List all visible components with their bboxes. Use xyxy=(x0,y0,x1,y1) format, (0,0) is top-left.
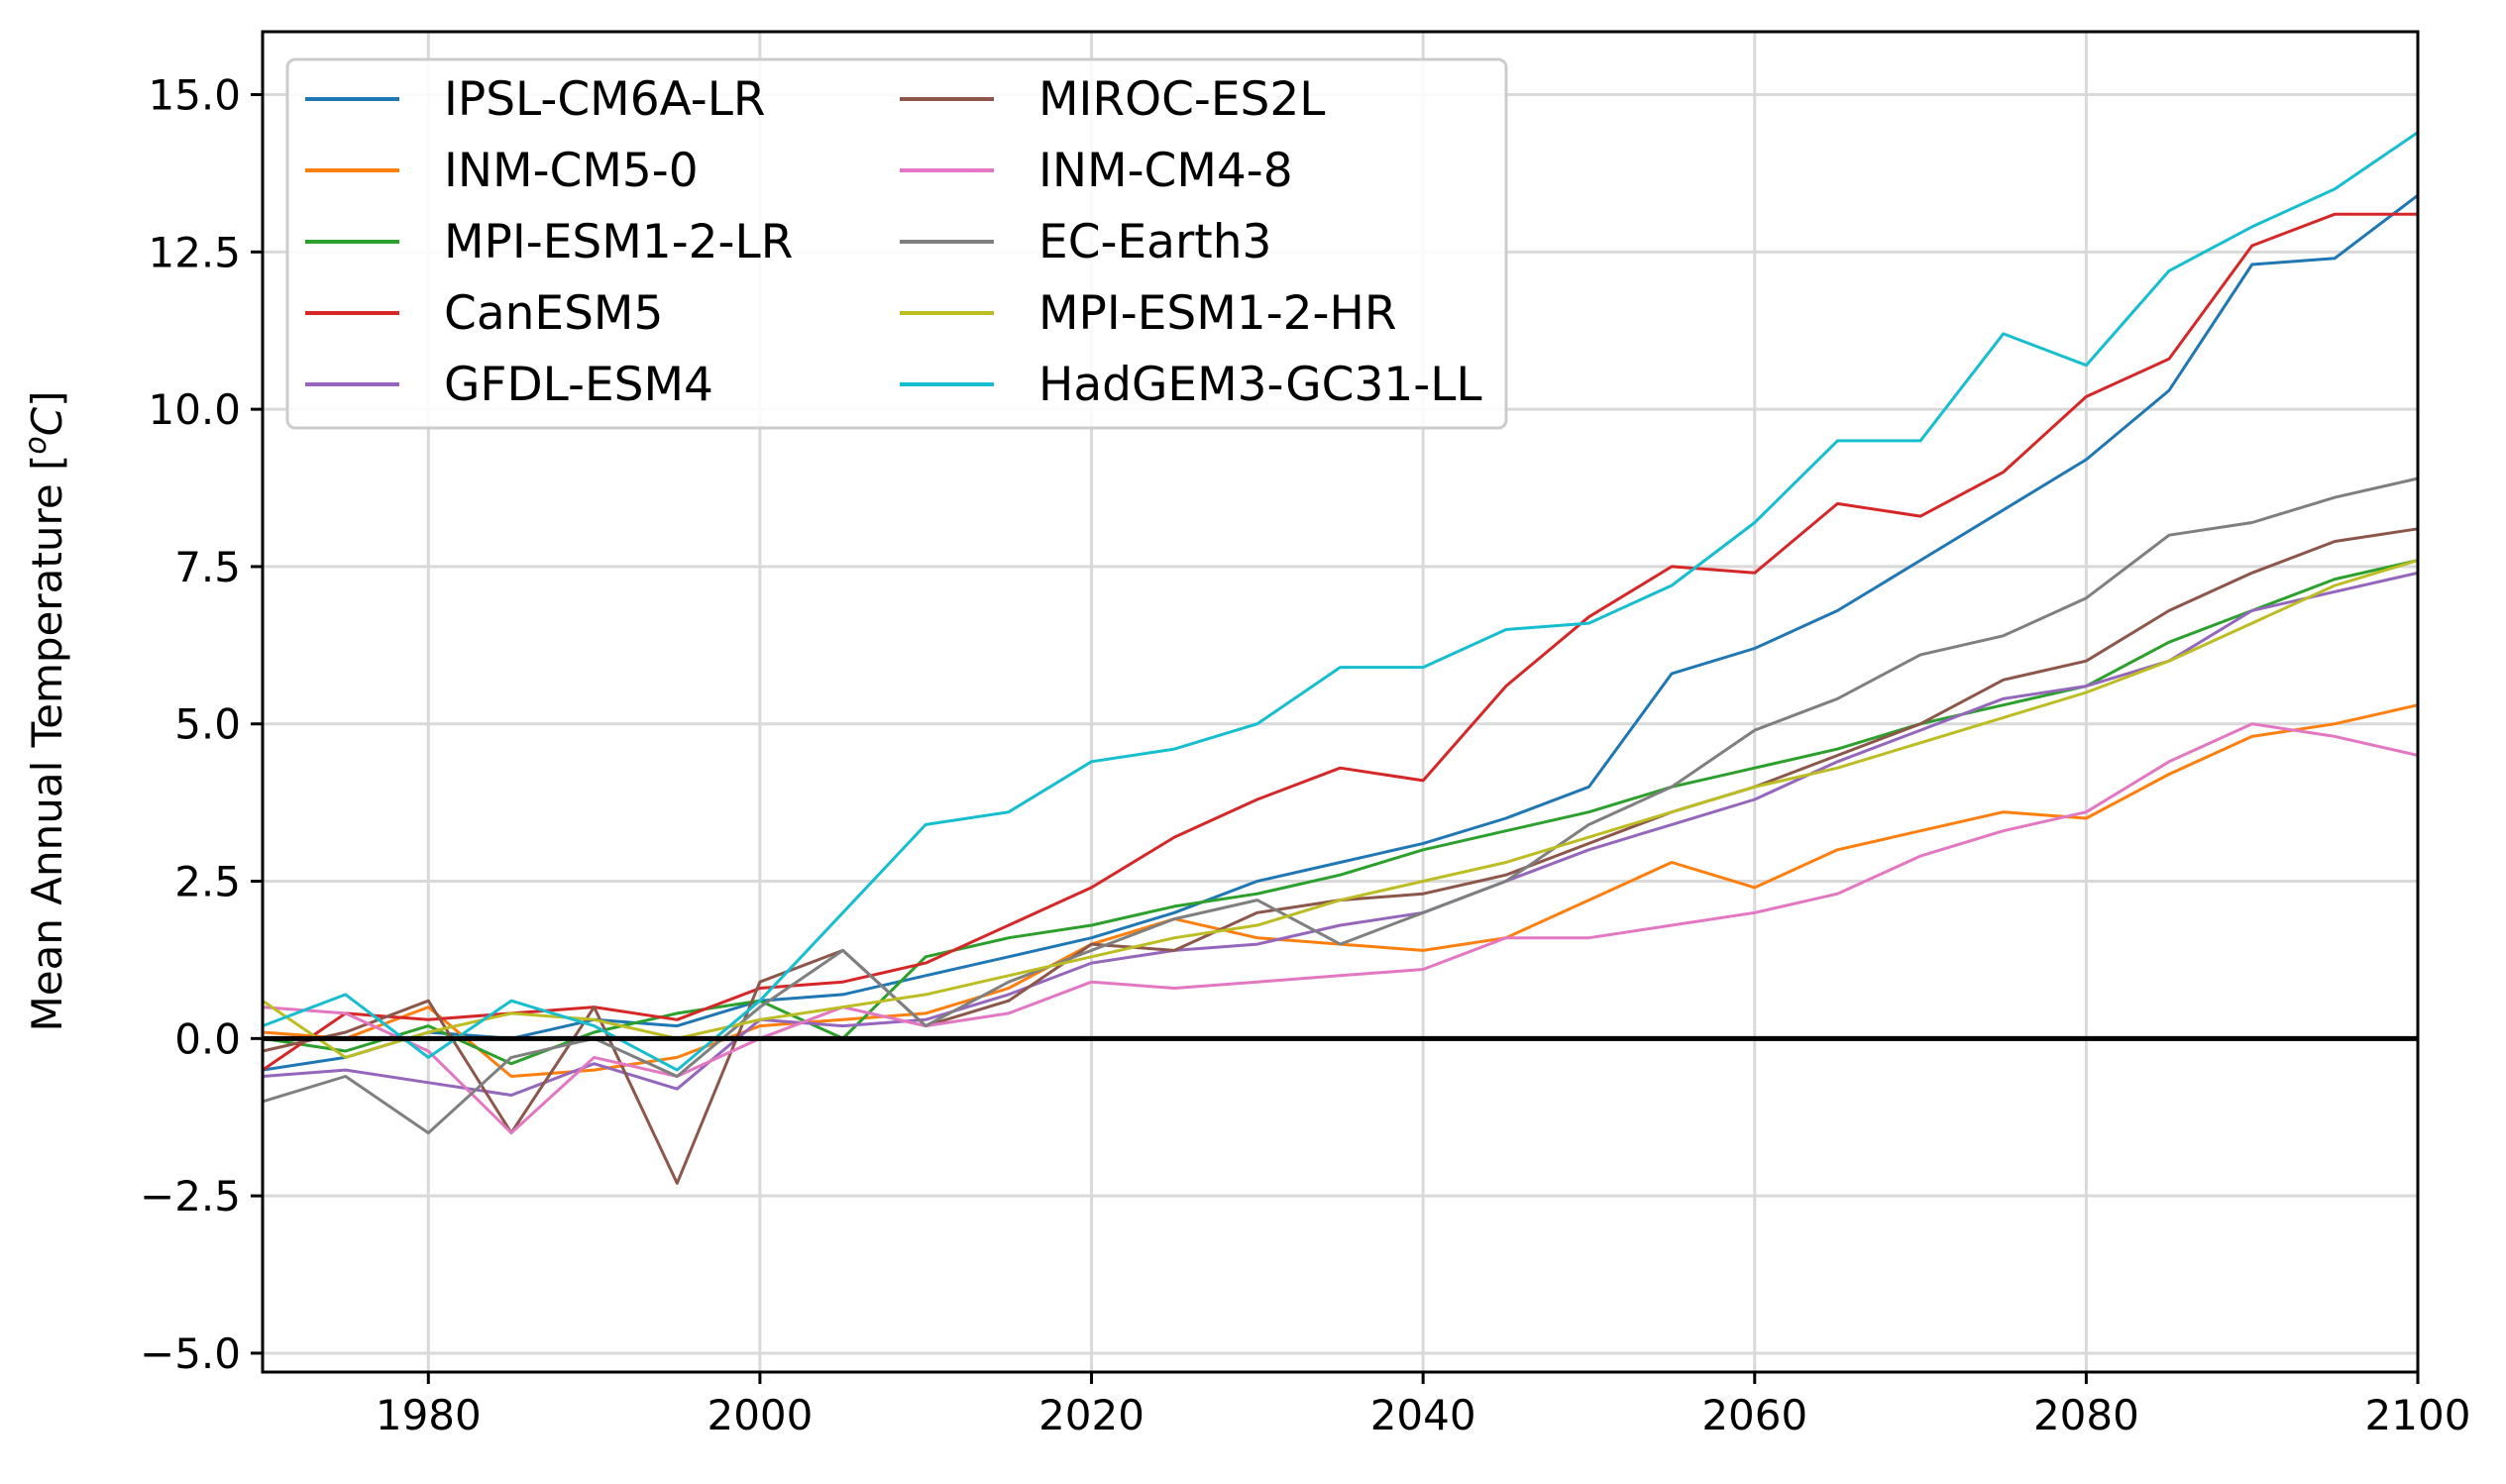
y-tick-label: 7.5 xyxy=(174,543,241,591)
series-line-mpi-esm1-2-hr xyxy=(262,559,2419,1059)
legend-label: INM-CM5-0 xyxy=(444,144,699,198)
y-tick-label: 2.5 xyxy=(174,858,241,906)
series-line-ipsl-cm6a-lr xyxy=(262,194,2419,1072)
x-tick-label: 2020 xyxy=(1038,1391,1144,1439)
series-lines xyxy=(262,131,2419,1185)
legend-label: MPI-ESM1-2-HR xyxy=(1038,286,1397,341)
legend-label: INM-CM4-8 xyxy=(1038,144,1293,198)
y-axis-label-suffix: ] xyxy=(23,391,71,407)
legend-label: CanESM5 xyxy=(444,286,663,341)
legend-label: GFDL-ESM4 xyxy=(444,358,713,412)
y-axis-label-unit: C xyxy=(23,406,71,436)
plot-area-frame xyxy=(261,30,2420,1374)
series-line-gfdl-esm4 xyxy=(262,571,2419,1097)
legend-label: EC-Earth3 xyxy=(1038,215,1271,269)
legend-label: MPI-ESM1-2-LR xyxy=(444,215,793,269)
y-axis-label: Mean Annual Temperature [oC] xyxy=(19,391,71,1032)
x-tick-label: 2060 xyxy=(1701,1391,1807,1439)
y-tick-label: 5.0 xyxy=(174,700,241,749)
y-tick-label: 0.0 xyxy=(174,1014,241,1063)
series-line-canesm5 xyxy=(262,212,2418,1072)
y-axis-ticks: −5.0 −2.5 0.0 2.5 5.0 7.5 10.0 12.5 15.0 xyxy=(140,71,263,1378)
legend: IPSL-CM6A-LR INM-CM5-0 MPI-ESM1-2-LR CanESM… xyxy=(285,57,1508,430)
x-tick-label: 1980 xyxy=(376,1391,482,1439)
legend-label: IPSL-CM6A-LR xyxy=(444,72,766,127)
x-tick-label: 2040 xyxy=(1370,1391,1476,1439)
legend-label: HadGEM3-GC31-LL xyxy=(1038,358,1482,412)
y-tick-label: −2.5 xyxy=(140,1172,241,1220)
x-tick-label: 2100 xyxy=(2365,1391,2471,1439)
x-tick-label: 2080 xyxy=(2033,1391,2139,1439)
legend-label: MIROC-ES2L xyxy=(1038,72,1325,127)
y-tick-label: 12.5 xyxy=(148,228,241,276)
series-line-inm-cm4-8 xyxy=(262,722,2419,1135)
x-axis-ticks: 1980 2000 2020 2040 2060 2080 2100 xyxy=(376,1372,2471,1439)
series-line-ec-earth3 xyxy=(262,477,2419,1135)
y-tick-label: −5.0 xyxy=(140,1329,241,1378)
y-tick-label: 10.0 xyxy=(148,385,241,434)
x-tick-label: 2000 xyxy=(707,1391,813,1439)
legend-box xyxy=(285,57,1508,430)
y-axis-label-degree-sup: o xyxy=(19,436,54,454)
y-axis-label-prefix: Mean Annual Temperature [ xyxy=(23,455,71,1032)
legend-entries: IPSL-CM6A-LR INM-CM5-0 MPI-ESM1-2-LR CanESM… xyxy=(305,72,1482,412)
y-tick-label: 15.0 xyxy=(148,71,241,120)
